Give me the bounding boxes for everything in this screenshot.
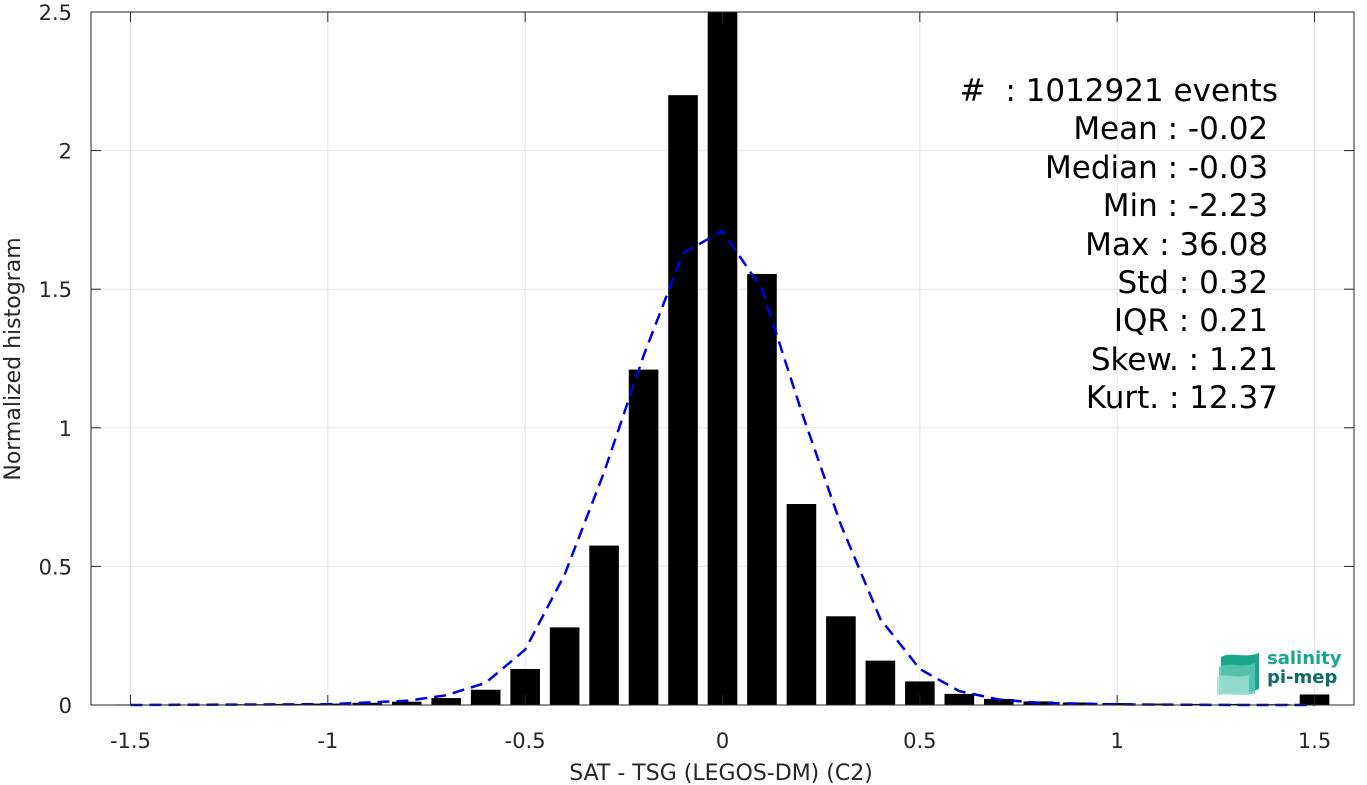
x-axis-label: SAT - TSG (LEGOS-DM) (C2) <box>569 761 873 785</box>
y-axis-label: Normalized histogram <box>1 237 26 480</box>
stat-std: Std : 0.32 <box>1117 265 1278 302</box>
y-tick-label: 2.5 <box>39 1 72 25</box>
histogram-bar <box>944 693 975 705</box>
x-tick-label: 1 <box>1111 729 1124 753</box>
histogram-bar <box>549 627 580 705</box>
y-tick-label: 1 <box>59 417 72 441</box>
logo-line-2: pi-mep <box>1267 667 1338 688</box>
histogram-bar <box>1220 703 1251 705</box>
histogram-bar <box>707 12 738 705</box>
histogram-bar <box>431 698 462 705</box>
y-tick-labels: 0 0.5 1 1.5 2 2.5 <box>39 1 72 718</box>
histogram-bar <box>826 616 856 705</box>
x-tick-label: 0.5 <box>903 729 936 753</box>
statistics-annotation: # : 1012921 events Mean : -0.02 Median :… <box>960 72 1278 418</box>
histogram-bar <box>470 689 501 705</box>
stat-iqr: IQR : 0.21 <box>1113 303 1278 340</box>
stat-median: Median : -0.03 <box>1045 149 1278 186</box>
salinity-pimep-logo: salinity pi-mep <box>1217 647 1347 695</box>
x-tick-labels: -1.5 -1 -0.5 0 0.5 1 1.5 <box>110 729 1331 753</box>
x-tick-label: -1.5 <box>110 729 151 753</box>
fit-curve <box>130 229 1315 707</box>
x-tick-label: 1.5 <box>1298 729 1331 753</box>
histogram-bar <box>786 504 817 705</box>
histogram-bar <box>983 698 1014 705</box>
histogram-bar <box>905 681 935 705</box>
axis-ticks <box>91 11 1354 706</box>
y-tick-label: 1.5 <box>39 278 72 302</box>
stat-min: Min : -2.23 <box>1102 188 1278 225</box>
wave-logo-icon <box>1217 653 1259 695</box>
histogram-bar <box>668 95 698 705</box>
histogram-bar <box>352 702 383 705</box>
histogram-bar <box>747 273 777 705</box>
stat-max: Max : 36.08 <box>1085 226 1278 263</box>
stat-mean: Mean : -0.02 <box>1073 111 1278 148</box>
histogram-bar <box>589 545 619 705</box>
x-tick-label: -1 <box>317 729 338 753</box>
histogram-bar <box>865 660 896 705</box>
y-tick-label: 0.5 <box>39 555 72 579</box>
y-tick-label: 0 <box>59 694 72 718</box>
histogram-bar <box>628 369 659 705</box>
histogram-bar <box>391 701 422 705</box>
stat-kurt: Kurt. : 12.37 <box>1085 380 1278 417</box>
stat-events: # : 1012921 events <box>959 73 1278 109</box>
x-tick-label: -0.5 <box>505 729 546 753</box>
histogram-bar <box>1141 703 1172 705</box>
y-tick-label: 2 <box>59 140 72 164</box>
x-tick-label: 0 <box>716 729 729 753</box>
histogram-bar <box>1181 703 1211 705</box>
logo-line-1: salinity <box>1267 648 1342 669</box>
stat-skew: Skew. : 1.21 <box>1090 341 1278 378</box>
histogram-bars <box>115 12 1330 705</box>
